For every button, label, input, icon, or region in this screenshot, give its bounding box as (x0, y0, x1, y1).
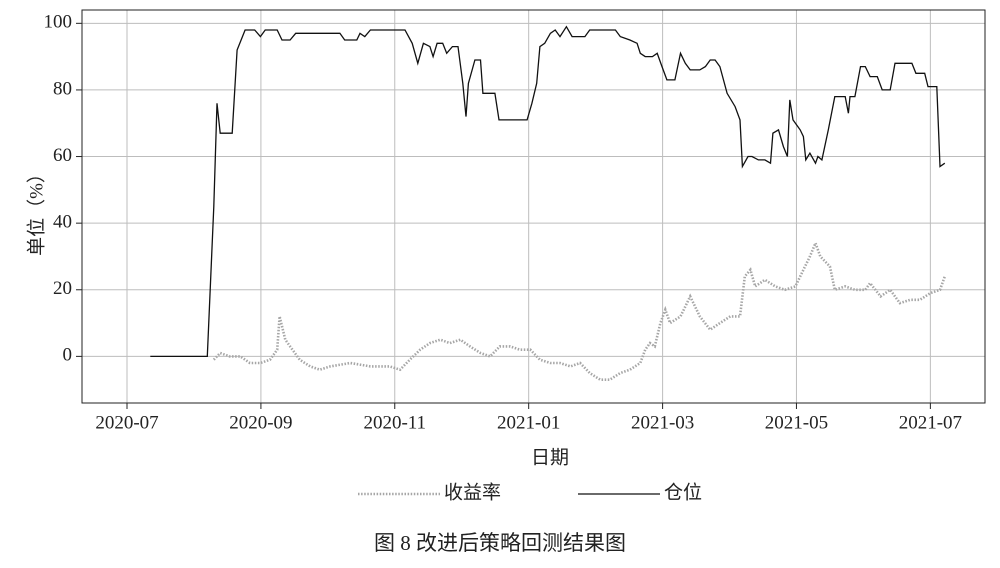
x-tick-label: 2021-01 (497, 412, 560, 433)
x-axis-label: 日期 (531, 446, 569, 468)
y-tick-label: 60 (53, 145, 72, 166)
x-tick-label: 2021-03 (631, 412, 694, 433)
legend-label: 仓位 (664, 481, 702, 503)
x-tick-label: 2020-07 (95, 412, 158, 433)
legend-label: 收益率 (444, 481, 501, 503)
y-tick-label: 80 (53, 78, 72, 99)
y-tick-label: 100 (44, 12, 73, 33)
x-tick-label: 2021-07 (899, 412, 962, 433)
series-line (212, 239, 947, 381)
y-tick-label: 0 (63, 345, 73, 366)
y-axis-label: 单位（%） (25, 164, 47, 256)
y-tick-label: 20 (53, 278, 72, 299)
series-line (150, 25, 946, 358)
plot-frame (81, 9, 986, 404)
x-tick-label: 2020-11 (363, 412, 426, 433)
caption: 图 8 改进后策略回测结果图 (374, 531, 626, 555)
x-tick-label: 2021-05 (765, 412, 828, 433)
x-tick-label: 2020-09 (229, 412, 292, 433)
y-tick-label: 40 (53, 212, 72, 233)
